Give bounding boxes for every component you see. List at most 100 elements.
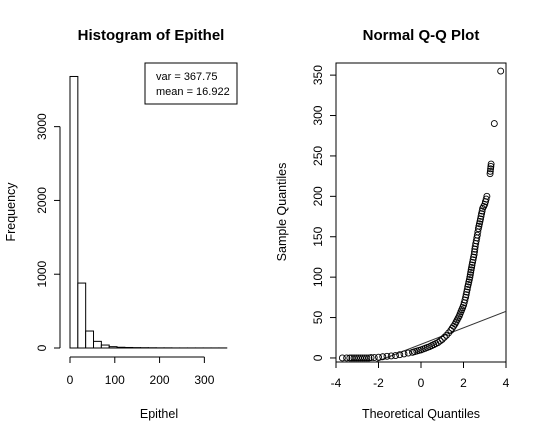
qq-point xyxy=(474,225,482,233)
qq-point xyxy=(392,352,399,359)
qq-point xyxy=(469,258,476,266)
histogram-x-axis-label: Epithel xyxy=(140,407,178,421)
qq-point xyxy=(475,222,483,230)
qq-point xyxy=(367,354,375,362)
qq-point xyxy=(477,215,484,223)
qq-y-tick-label: 150 xyxy=(311,226,325,246)
qq-point xyxy=(466,273,474,281)
histogram-y-tick-label: 1000 xyxy=(35,261,49,288)
histogram-bar xyxy=(108,346,118,349)
histogram-x-tick-label: 0 xyxy=(67,373,74,387)
qq-point xyxy=(383,352,391,360)
qq-point xyxy=(477,212,485,220)
histogram-x-axis: 0 100 200 300 xyxy=(67,356,215,387)
histogram-bar xyxy=(116,346,126,349)
qq-point xyxy=(461,296,469,304)
qq-point xyxy=(464,283,472,291)
qq-plot-panel: Normal Q-Q Plot Theoretical Quantiles Sa… xyxy=(275,27,510,421)
qq-points xyxy=(338,67,505,362)
qq-point xyxy=(440,333,448,341)
histogram-bars xyxy=(69,75,228,349)
qq-point xyxy=(404,349,412,357)
histogram-y-axis: 0 1000 2000 3000 xyxy=(35,113,61,351)
histogram-bar xyxy=(124,346,134,349)
qq-y-tick-label: 100 xyxy=(311,267,325,287)
histogram-y-tick-label: 0 xyxy=(35,344,49,351)
qq-point xyxy=(396,351,404,359)
qq-point xyxy=(436,337,444,345)
histogram-x-tick-label: 100 xyxy=(105,373,125,387)
qq-y-tick-label: 350 xyxy=(311,65,325,85)
qq-point xyxy=(475,220,483,228)
qq-x-tick-label: -2 xyxy=(373,376,384,390)
qq-x-tick-label: 4 xyxy=(503,376,510,390)
qq-y-axis: 0 50 100 150 200 250 300 350 xyxy=(311,65,336,361)
histogram-legend: var = 367.75 mean = 16.922 xyxy=(144,62,238,105)
qq-point xyxy=(400,350,408,358)
histogram-bar xyxy=(69,75,79,349)
qq-point xyxy=(490,120,498,128)
qq-y-tick-label: 0 xyxy=(311,354,325,361)
qq-x-axis: -4 -2 0 2 4 xyxy=(331,362,510,390)
qq-point xyxy=(463,286,471,293)
qq-point xyxy=(468,261,476,269)
qq-point xyxy=(483,192,491,200)
qq-point xyxy=(469,256,477,264)
qq-point xyxy=(438,335,446,343)
histogram-bar xyxy=(100,344,110,349)
histogram-y-tick-label: 3000 xyxy=(35,113,49,140)
qq-point xyxy=(464,280,472,288)
histogram-panel: Histogram of Epithel Epithel Frequency 0… xyxy=(4,27,238,421)
qq-plot-frame xyxy=(335,62,507,363)
histogram-x-tick-label: 200 xyxy=(150,373,170,387)
qq-point xyxy=(363,354,371,362)
legend-mean: mean = 16.922 xyxy=(156,86,230,98)
histogram-title: Histogram of Epithel xyxy=(78,27,225,44)
qq-y-axis-label: Sample Quantiles xyxy=(275,163,289,262)
qq-point xyxy=(487,165,495,173)
qq-point xyxy=(465,278,473,286)
qq-point xyxy=(462,291,470,299)
qq-point xyxy=(443,331,450,339)
qq-point xyxy=(497,67,505,75)
qq-point xyxy=(478,207,486,215)
histogram-y-axis-label: Frequency xyxy=(4,182,18,242)
qq-point xyxy=(379,353,387,361)
qq-point xyxy=(463,288,471,296)
qq-point xyxy=(462,293,470,301)
qq-point xyxy=(487,162,495,170)
qq-point xyxy=(486,170,494,178)
histogram-bar xyxy=(85,330,95,349)
legend-var: var = 367.75 xyxy=(156,71,217,83)
qq-y-tick-label: 300 xyxy=(311,105,325,125)
qq-y-tick-label: 250 xyxy=(311,146,325,166)
qq-point xyxy=(466,271,474,279)
qq-point xyxy=(343,354,351,362)
histogram-bar xyxy=(93,340,102,349)
qq-y-tick-label: 200 xyxy=(311,186,325,206)
qq-point xyxy=(486,167,494,175)
qq-point xyxy=(476,217,484,225)
qq-point xyxy=(467,266,475,274)
qq-point xyxy=(478,210,486,218)
qq-reference-line xyxy=(373,310,506,362)
qq-plot-title: Normal Q-Q Plot xyxy=(363,27,480,44)
qq-point xyxy=(467,268,475,276)
qq-point xyxy=(434,339,442,347)
qq-x-tick-label: 2 xyxy=(460,376,467,390)
legend-box xyxy=(144,62,238,105)
qq-point xyxy=(338,354,346,362)
qq-point xyxy=(470,251,478,258)
qq-x-axis-label: Theoretical Quantiles xyxy=(362,407,480,421)
qq-point xyxy=(370,354,378,362)
histogram-bar xyxy=(77,282,87,349)
qq-point xyxy=(465,276,473,284)
qq-point xyxy=(468,264,476,271)
qq-point xyxy=(387,352,395,360)
qq-point xyxy=(470,253,478,261)
histogram-y-tick-label: 2000 xyxy=(35,187,49,214)
qq-x-tick-label: -4 xyxy=(331,376,342,390)
histogram-x-tick-label: 300 xyxy=(194,373,214,387)
qq-point xyxy=(375,353,382,361)
